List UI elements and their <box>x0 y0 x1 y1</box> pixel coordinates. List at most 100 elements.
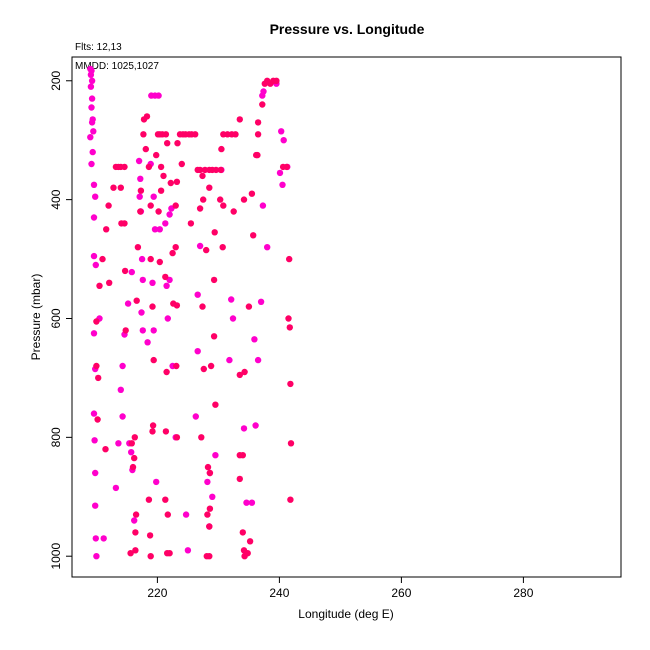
data-point <box>87 83 95 90</box>
x-axis: 220 240 260 280 <box>147 577 534 600</box>
data-point <box>124 300 132 307</box>
data-point <box>240 196 248 203</box>
data-point <box>260 88 267 95</box>
data-point <box>87 134 94 141</box>
y-tick-label: 800 <box>49 427 63 447</box>
data-point <box>163 282 170 289</box>
data-point <box>94 416 101 423</box>
data-point <box>145 163 153 171</box>
data-point <box>264 244 271 251</box>
data-point <box>147 255 154 263</box>
data-point <box>147 202 154 209</box>
x-tick-label: 220 <box>147 586 167 600</box>
data-point <box>217 196 224 203</box>
plot-frame <box>71 56 622 578</box>
data-point <box>162 496 169 503</box>
data-point <box>283 163 290 171</box>
data-point <box>199 303 206 310</box>
data-point <box>162 428 170 435</box>
data-point <box>210 333 218 340</box>
data-point <box>118 220 125 227</box>
data-point <box>150 327 157 334</box>
data-point <box>245 303 253 310</box>
data-point <box>156 226 163 233</box>
data-point <box>131 434 138 441</box>
data-point <box>204 463 212 471</box>
data-point <box>153 151 160 159</box>
y-axis: 200 400 600 800 1000 <box>49 70 72 570</box>
data-point <box>267 80 274 87</box>
data-point <box>196 205 204 212</box>
data-point <box>137 175 144 182</box>
data-point <box>164 511 171 518</box>
data-point <box>173 434 181 441</box>
data-point <box>131 517 138 524</box>
data-point <box>119 413 126 420</box>
data-point <box>143 113 151 120</box>
data-point <box>218 145 225 153</box>
data-point <box>155 92 162 99</box>
data-point <box>219 244 226 251</box>
data-point <box>142 145 149 153</box>
x-tick-label: 240 <box>269 586 289 600</box>
data-point <box>95 374 102 382</box>
data-point <box>90 410 98 417</box>
data-point <box>144 339 151 346</box>
data-point <box>134 244 142 251</box>
data-point <box>137 187 145 194</box>
data-point <box>203 246 210 254</box>
mmdd-annotation: MMDD: 1025,1027 <box>75 61 159 72</box>
data-point <box>217 166 224 174</box>
data-point <box>88 77 96 85</box>
data-point <box>90 181 98 188</box>
data-point <box>287 496 294 503</box>
data-point <box>196 242 204 250</box>
data-point <box>173 302 181 309</box>
data-point <box>164 140 171 147</box>
data-point <box>87 71 95 79</box>
data-point <box>149 303 156 310</box>
data-point <box>128 449 135 456</box>
data-point <box>239 529 246 536</box>
data-point <box>254 119 262 126</box>
data-point <box>93 553 100 560</box>
data-point <box>153 478 160 486</box>
chart-title: Pressure vs. Longitude <box>270 21 425 37</box>
data-point <box>88 160 95 168</box>
data-point <box>239 452 246 459</box>
data-point <box>192 131 199 138</box>
data-point <box>132 511 140 518</box>
data-point <box>212 166 220 174</box>
data-point <box>128 268 135 276</box>
data-point <box>99 255 106 263</box>
data-point <box>140 131 147 138</box>
data-point <box>236 371 243 379</box>
data-point <box>92 261 100 269</box>
data-point <box>254 131 262 138</box>
data-point <box>145 496 153 503</box>
data-point <box>91 437 98 444</box>
y-tick-label: 200 <box>49 70 63 90</box>
data-point <box>206 469 214 477</box>
y-axis-label: Pressure (mbar) <box>29 274 43 361</box>
data-point <box>105 202 112 209</box>
data-point <box>88 119 96 126</box>
data-point <box>226 356 233 364</box>
data-point <box>150 193 157 200</box>
x-axis-label: Longitude (deg E) <box>298 607 393 621</box>
data-point <box>162 273 169 281</box>
data-point <box>212 452 219 459</box>
data-point <box>248 499 256 506</box>
data-point <box>206 553 213 560</box>
data-point <box>156 258 163 266</box>
data-point <box>254 151 261 159</box>
data-point <box>163 368 170 376</box>
data-point <box>122 327 129 334</box>
data-point <box>149 279 156 286</box>
data-point <box>184 547 192 554</box>
data-point <box>280 137 287 144</box>
data-point <box>90 214 98 221</box>
data-point <box>204 478 211 486</box>
x-tick-label: 260 <box>391 586 411 600</box>
